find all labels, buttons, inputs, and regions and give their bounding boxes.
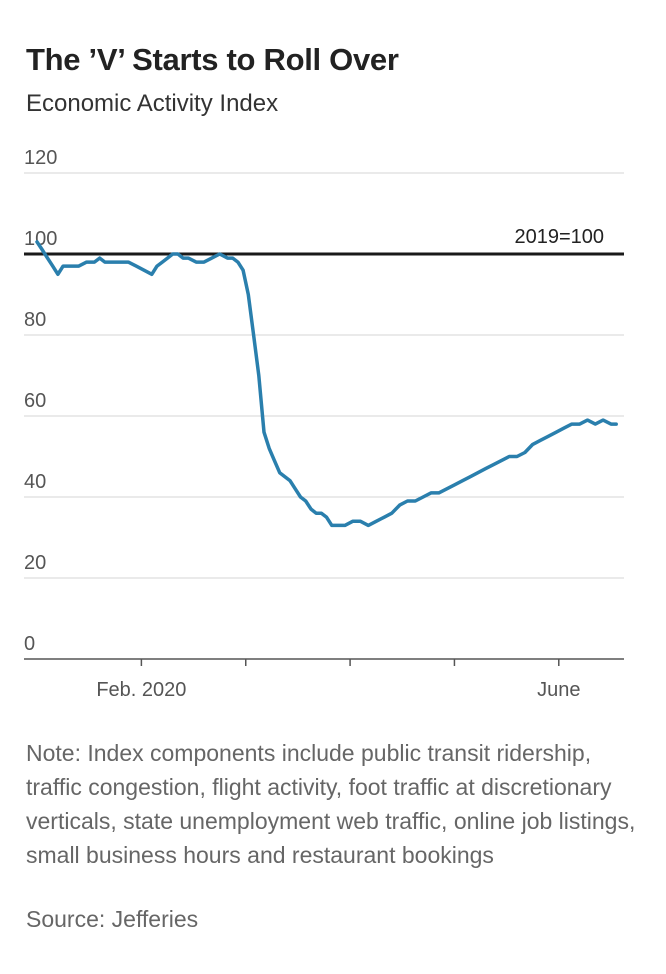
reference-line-group: 2019=100	[24, 226, 624, 256]
y-tick-label-60: 60	[24, 390, 46, 412]
y-tick-label-0: 0	[24, 633, 35, 655]
y-tick-label-120: 120	[24, 147, 57, 169]
y-tick-label-40: 40	[24, 471, 46, 493]
chart-subtitle: Economic Activity Index	[26, 90, 279, 117]
y-tick-label-80: 80	[24, 309, 46, 331]
chart-title: The ’V’ Starts to Roll Over	[26, 42, 399, 77]
gridlines	[24, 172, 624, 579]
chart-source: Source: Jefferies	[26, 906, 199, 932]
axes: 0 20 40 60 80 100 120 Feb. 2020 June	[24, 147, 624, 701]
chart-note: Note: Index components include public tr…	[26, 740, 636, 868]
line-chart: 0 20 40 60 80 100 120 Feb. 2020 June 2019=100	[24, 147, 624, 701]
series-line-0	[35, 240, 618, 528]
reference-line-label: 2019=100	[514, 226, 604, 248]
y-tick-label-20: 20	[24, 552, 46, 574]
series-group	[35, 240, 618, 528]
x-tick-label-1: June	[537, 679, 580, 701]
x-tick-label-0: Feb. 2020	[96, 679, 186, 701]
y-tick-label-100: 100	[24, 228, 57, 250]
